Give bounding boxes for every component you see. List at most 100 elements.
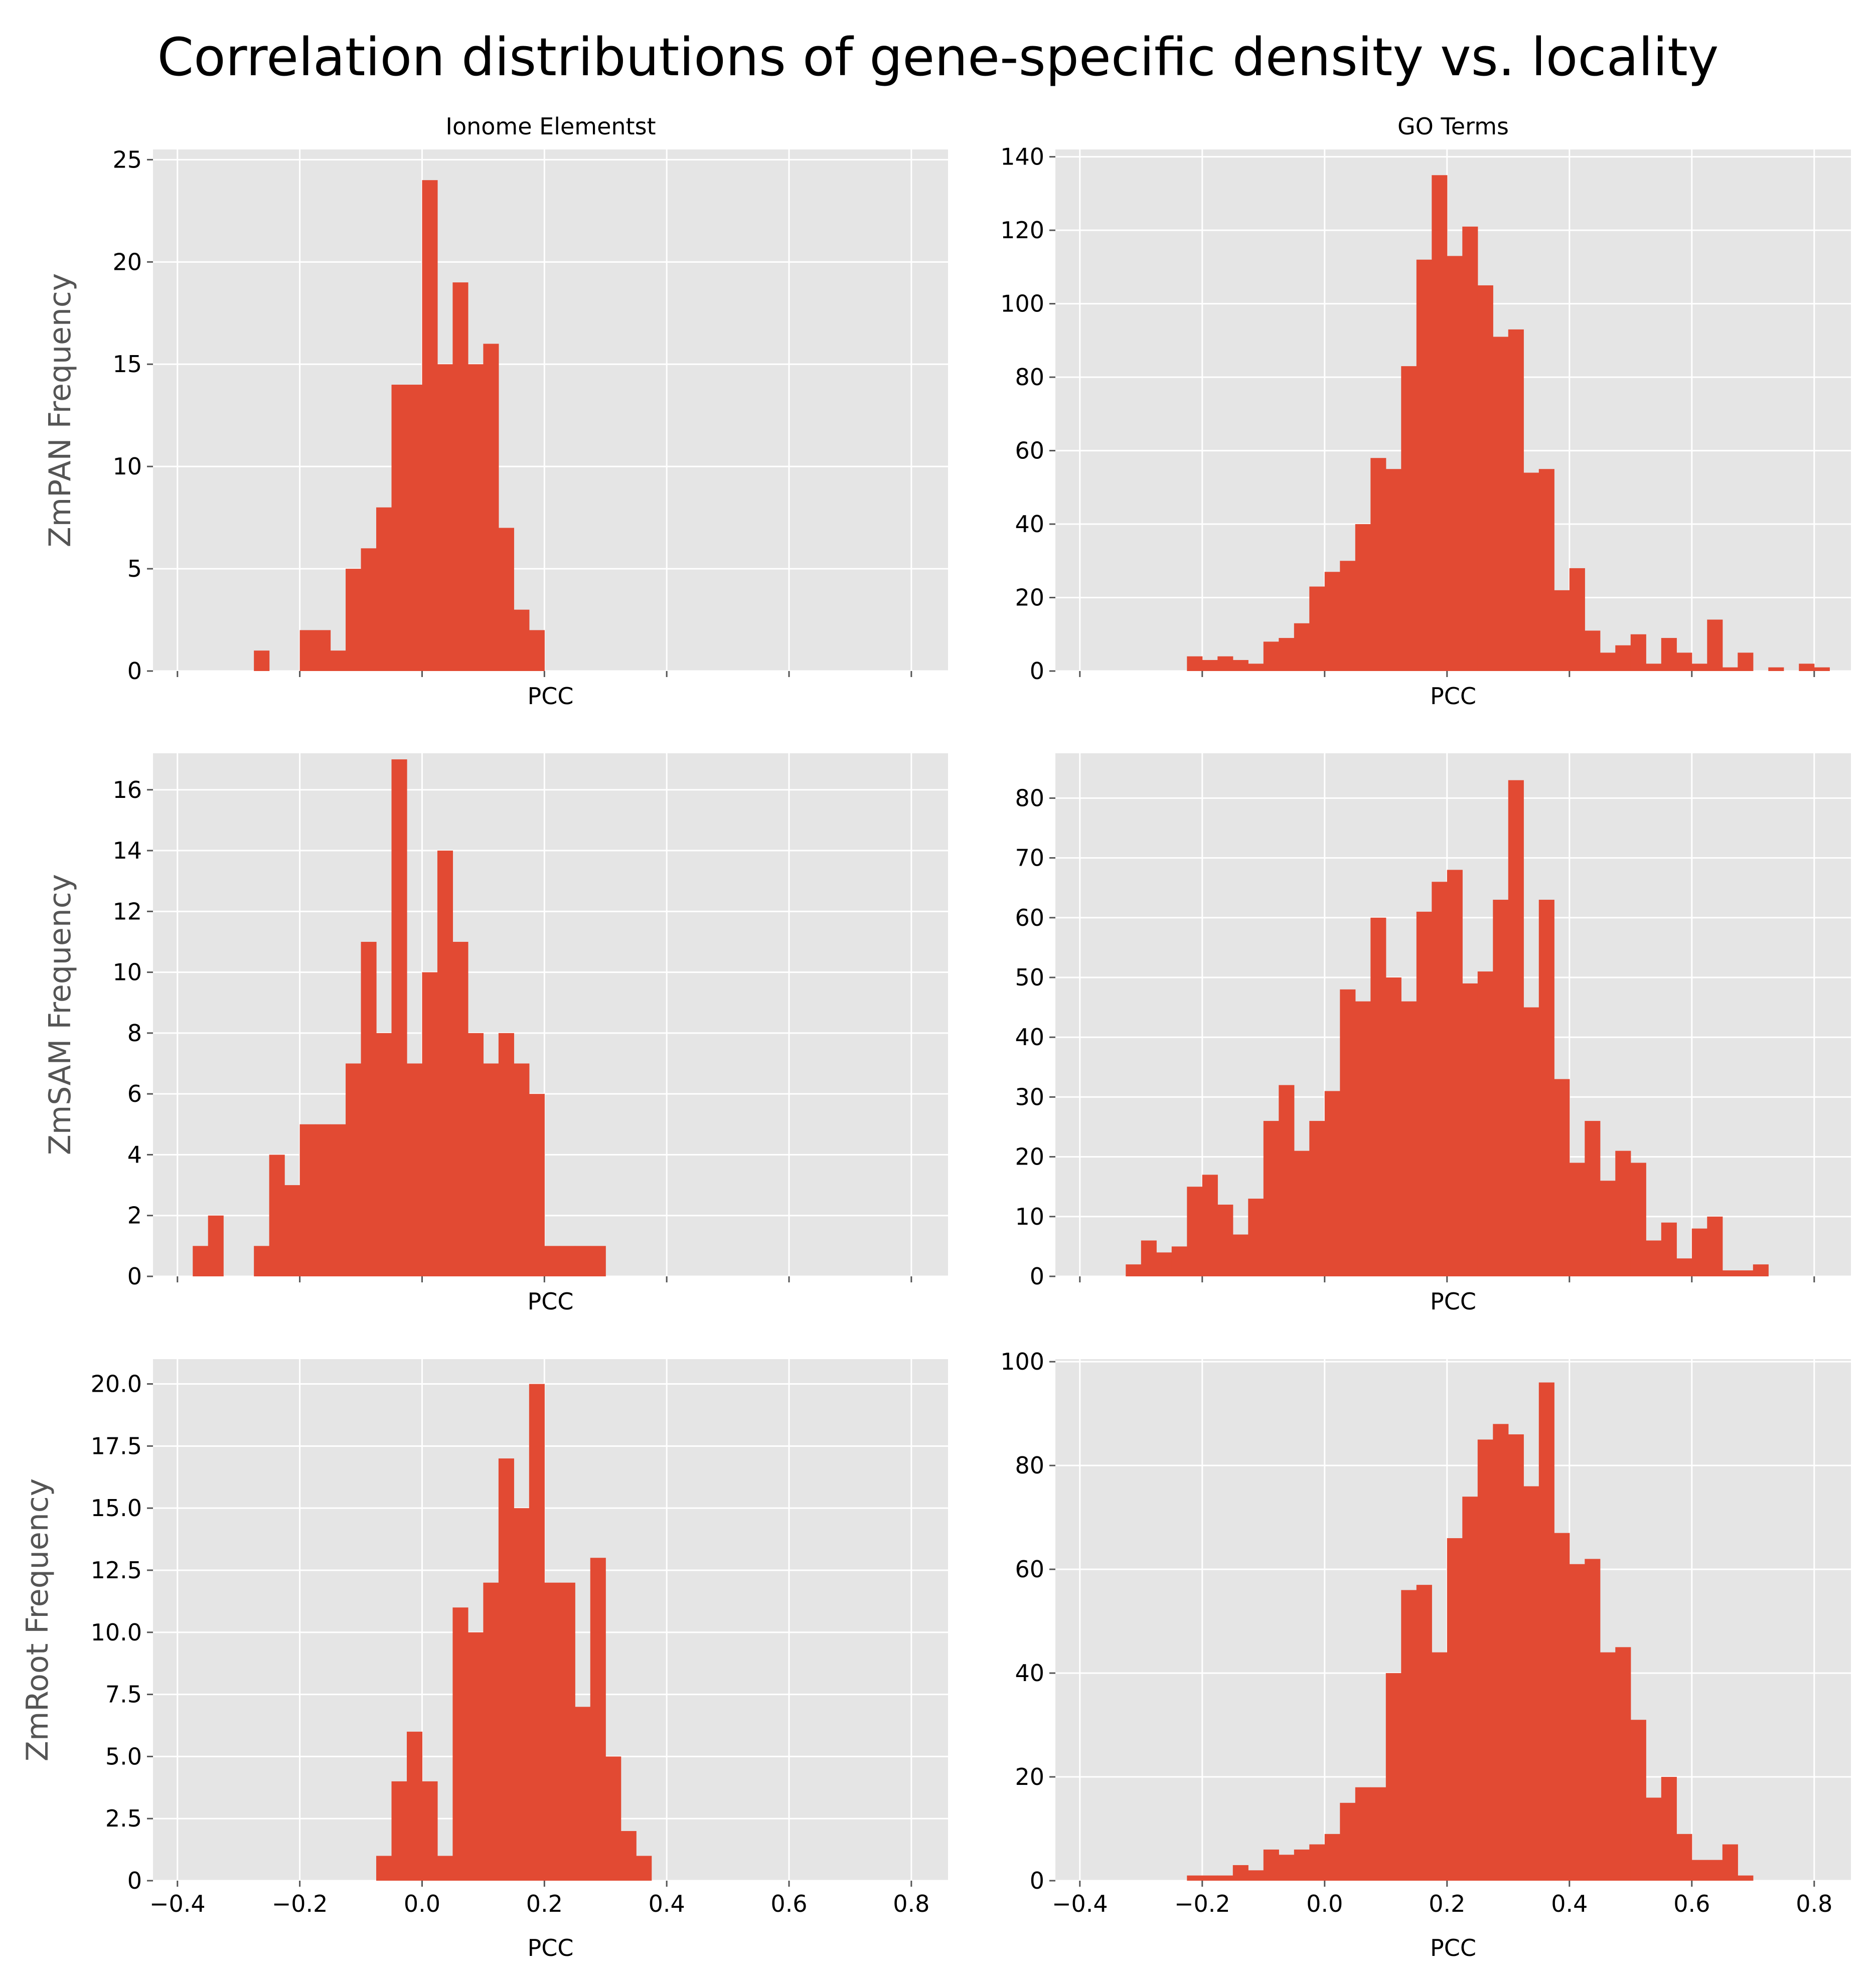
y-tick-label: 60 [1015,904,1044,931]
histogram-bar [1554,1079,1570,1276]
histogram-bar [1523,1007,1539,1276]
y-axis-label: ZmSAM Frequency [43,874,78,1155]
panel-zmsam-go-terms: 0 10 20 30 40 50 60 70 80 PCC [1015,753,1851,1315]
histogram-bar [254,1246,270,1276]
y-tick-label: 2 [127,1202,142,1229]
y-tick-label: 60 [1015,437,1044,464]
y-tick-label: 20.0 [91,1371,142,1398]
histogram-bar [437,364,453,671]
histogram-bar [422,180,438,671]
histogram-bar [1309,1121,1325,1276]
histogram-bar [1385,469,1401,671]
y-tick-label: 20 [1015,1763,1044,1790]
y-tick-label: 10 [112,959,142,986]
histogram-bar [315,1124,331,1276]
histogram-bar [361,941,377,1276]
histogram-bar [315,630,331,671]
histogram-bar [254,650,270,671]
histogram-bar [1508,1434,1524,1881]
histogram-bar [544,1582,560,1881]
y-tick-label: 0 [127,657,142,685]
histogram-bar [1554,590,1570,671]
y-tick-label: 15 [112,351,142,378]
histogram-bar [452,282,468,671]
y-tick-label: 30 [1015,1083,1044,1110]
histogram-bar [1676,652,1692,671]
histogram-bar [1676,1258,1692,1276]
histogram-bar [1646,1797,1662,1881]
histogram-bar [1585,630,1601,671]
x-tick-label: 0.2 [1429,1890,1465,1917]
y-tick-label: 50 [1015,964,1044,991]
y-tick-label: 140 [1000,143,1044,171]
histogram-bar [1232,1865,1248,1881]
histogram-bar [1600,652,1616,671]
histogram-bar [1814,667,1830,671]
x-tick-label: 0.6 [1673,1890,1710,1917]
histogram-bar [1141,1240,1157,1276]
histogram-bar [376,1856,392,1881]
histogram-bar [1462,1497,1478,1881]
x-axis-label: PCC [528,683,574,710]
histogram-bar [1294,623,1310,671]
y-tick-label: 2.5 [105,1805,142,1832]
histogram-bar [590,1558,606,1881]
histogram-bar [1477,1439,1493,1881]
x-tick-label: −0.4 [149,1890,206,1917]
histogram-bar [1661,638,1677,671]
panel-zmroot-ionome: −0.4 −0.2 0.0 0.2 0.4 0.6 0.8 0 2.5 5.0 7.5 10.0 12.… [20,1359,948,1961]
y-tick-label: 70 [1015,845,1044,872]
histogram-bar [1538,469,1554,671]
histogram-bar [1401,1590,1417,1881]
y-tick-label: 8 [127,1020,142,1047]
histogram-bar [483,1582,499,1881]
histogram-bar [1477,971,1493,1276]
histogram-bar [1630,1720,1646,1881]
histogram-bar [391,1781,407,1881]
histogram-bar [590,1246,606,1276]
histogram-bar [1676,1834,1692,1881]
y-tick-label: 100 [1000,1348,1044,1375]
histogram-bar [1707,1216,1723,1276]
histogram-bar [1385,977,1401,1276]
y-tick-label: 40 [1015,511,1044,538]
histogram-bar [391,759,407,1276]
histogram-bar [1661,1222,1677,1276]
histogram-bar [284,1185,300,1276]
histogram-bar [1630,1163,1646,1276]
y-axis-label: ZmRoot Frequency [20,1478,55,1762]
histogram-bar [559,1582,575,1881]
histogram-bar [1187,656,1203,671]
histogram-bar [1462,983,1478,1276]
histogram-bar [483,344,499,671]
x-tick-label: 0.0 [404,1890,440,1917]
histogram-bar [1508,329,1524,671]
y-tick-label: 12 [112,898,142,925]
histogram-bar [1661,1777,1677,1881]
y-tick-label: 80 [1015,364,1044,391]
histogram-bar [1432,1652,1448,1881]
x-tick-label: 0.4 [649,1890,685,1917]
histogram-bar [376,1033,392,1276]
histogram-bar [1248,1870,1264,1881]
panel-zmpan-ionome: 0 5 10 15 20 25 PCC ZmPAN Frequency [43,146,948,710]
histogram-bar [1691,664,1707,671]
histogram-bar [1447,1538,1463,1881]
histogram-bar [1569,1564,1585,1881]
histogram-bar [529,1384,545,1881]
histogram-bar [1523,472,1539,671]
histogram-bar [575,1707,591,1881]
histogram-bar [1248,664,1264,671]
histogram-bar [1738,652,1754,671]
y-tick-label: 80 [1015,1452,1044,1479]
histogram-bar [498,1033,514,1276]
x-tick-label: −0.4 [1052,1890,1108,1917]
histogram-bar [1569,568,1585,671]
histogram-bar [1324,1834,1340,1881]
histogram-bar [1355,1787,1371,1881]
histogram-bar [1309,586,1325,671]
histogram-bar [1691,1228,1707,1276]
y-tick-label: 6 [127,1080,142,1107]
histogram-bar [1340,989,1356,1276]
histogram-bar [406,385,423,671]
